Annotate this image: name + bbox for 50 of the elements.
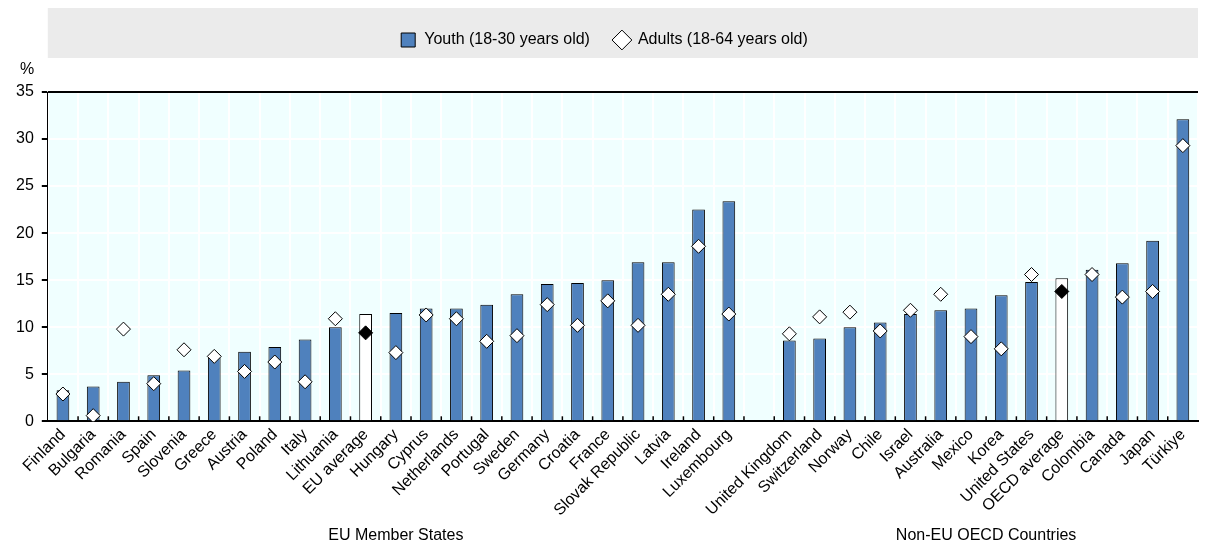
point <box>539 297 555 313</box>
point <box>600 293 616 309</box>
point <box>358 325 374 341</box>
point <box>146 376 162 392</box>
point <box>388 345 404 361</box>
y-tick-label: 30 <box>16 129 34 147</box>
point <box>993 341 1009 357</box>
point <box>1145 283 1161 299</box>
point <box>902 302 918 318</box>
point <box>206 348 222 364</box>
point <box>1175 138 1191 154</box>
point <box>448 311 464 327</box>
y-tick-label: 25 <box>16 176 34 194</box>
point <box>85 408 101 422</box>
point <box>1054 283 1070 299</box>
point <box>176 342 192 358</box>
point <box>327 311 343 327</box>
y-tick-label: 10 <box>16 317 34 335</box>
point <box>418 307 434 323</box>
text: EU Member States <box>328 526 464 544</box>
point <box>660 286 676 302</box>
point <box>721 306 737 322</box>
y-tick-label: 15 <box>16 270 34 288</box>
point <box>630 317 646 333</box>
point <box>1114 289 1130 305</box>
y-tick-label: 35 <box>16 82 34 100</box>
point <box>812 309 828 325</box>
point <box>691 238 707 254</box>
point <box>872 323 888 339</box>
point <box>237 363 253 379</box>
point <box>509 328 525 344</box>
point <box>479 333 495 349</box>
point <box>267 354 283 370</box>
point <box>963 329 979 345</box>
point <box>781 326 797 342</box>
legend-label: Youth (18-30 years old) <box>424 30 590 48</box>
y-tick-label: 0 <box>24 411 34 429</box>
y-axis-title: % <box>20 60 35 78</box>
point <box>1084 267 1100 283</box>
y-tick-label: 5 <box>24 364 34 382</box>
point <box>1024 267 1040 283</box>
y-tick-label: 20 <box>16 223 34 241</box>
point <box>570 317 585 333</box>
text: Non-EU OECD Countries <box>895 526 1077 544</box>
point <box>115 321 131 337</box>
point <box>297 374 313 390</box>
point <box>55 386 71 402</box>
point <box>933 286 949 302</box>
point <box>842 304 858 320</box>
legend-label: Adults (18-64 years old) <box>637 30 808 48</box>
